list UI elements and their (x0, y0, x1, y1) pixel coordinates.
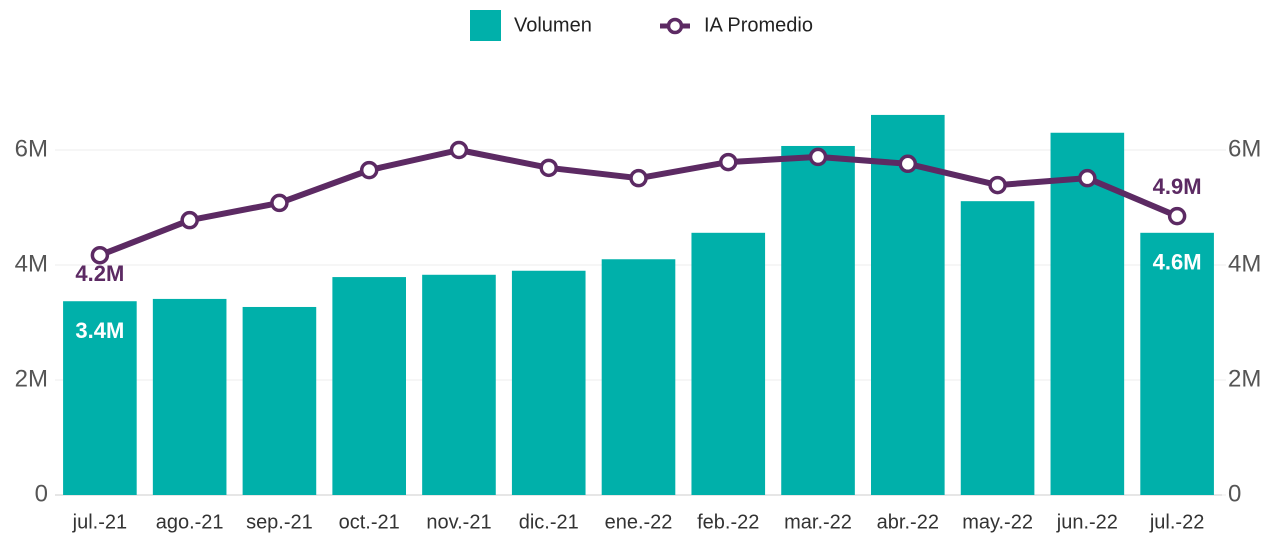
x-tick-label: ene.-22 (605, 511, 673, 533)
bar (1050, 132, 1125, 495)
bar (781, 145, 855, 495)
x-tick-label: mar.-22 (784, 511, 852, 533)
x-tick-label: oct.-21 (339, 511, 400, 533)
y-tick-label: 6M (15, 135, 48, 162)
legend-label: Volumen (514, 14, 592, 36)
line-marker (359, 160, 379, 180)
y2-tick-label: 0 (1228, 480, 1241, 507)
x-tick-label: abr.-22 (877, 511, 939, 533)
y-tick-label: 4M (15, 250, 48, 277)
bar-value-label: 4.6M (1153, 250, 1202, 275)
line-value-label: 4.9M (1153, 174, 1202, 199)
bar (422, 274, 496, 495)
x-tick-label: jul.-21 (72, 511, 127, 533)
y-tick-label: 0 (35, 480, 48, 507)
legend-label: IA Promedio (704, 14, 813, 36)
y2-tick-label: 4M (1228, 250, 1261, 277)
bar (152, 298, 227, 495)
x-tick-label: feb.-22 (697, 511, 759, 533)
line-marker (90, 245, 110, 265)
line-marker (988, 175, 1007, 195)
x-tick-label: sep.-21 (246, 511, 313, 533)
line-marker (1078, 168, 1097, 188)
legend-swatch (666, 17, 684, 35)
bar (63, 301, 137, 495)
line-marker (180, 210, 199, 230)
x-tick-label: jun.-22 (1056, 511, 1118, 533)
bar (960, 201, 1035, 496)
line-marker (808, 147, 828, 167)
line-marker (270, 193, 289, 213)
line-marker (539, 158, 558, 178)
line-marker (898, 154, 918, 174)
x-tick-label: nov.-21 (426, 511, 491, 533)
line-value-label: 4.2M (75, 261, 124, 286)
line-marker (719, 152, 738, 172)
bar (242, 306, 317, 495)
y2-tick-label: 2M (1228, 365, 1261, 392)
legend-swatch (470, 10, 501, 41)
y2-tick-label: 6M (1228, 135, 1261, 162)
line-marker (629, 168, 648, 188)
line-marker (449, 140, 469, 160)
bar (871, 114, 945, 496)
bar (511, 270, 586, 495)
line-marker (1167, 206, 1187, 226)
bar (332, 277, 406, 495)
x-tick-label: ago.-21 (156, 511, 224, 533)
x-tick-label: dic.-21 (519, 511, 579, 533)
bar (1140, 232, 1214, 496)
x-tick-label: may.-22 (962, 511, 1033, 533)
x-tick-label: jul.-22 (1149, 511, 1204, 533)
bar (691, 232, 766, 496)
y-tick-label: 2M (15, 365, 48, 392)
bar-value-label: 3.4M (75, 318, 124, 343)
bar (601, 259, 676, 495)
